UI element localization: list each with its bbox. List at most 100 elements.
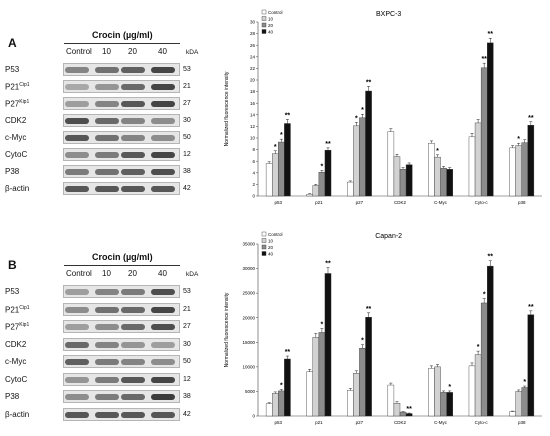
blot-row: P27Kip1 27 <box>0 97 215 111</box>
blot-band <box>95 152 119 158</box>
blot-row: β-actin 42 <box>0 182 215 196</box>
blot-band <box>95 359 119 365</box>
bar <box>393 403 401 417</box>
blot-strip <box>63 63 180 76</box>
bar <box>480 302 488 417</box>
significance-marker: ** <box>366 306 372 313</box>
blot-band <box>65 186 89 192</box>
x-tick-label: Cyto-c <box>475 200 489 205</box>
legend-swatch <box>261 22 267 28</box>
y-tick-label: 14 <box>250 112 256 117</box>
legend-label: 20 <box>268 23 274 28</box>
protein-label: c-Myc <box>5 133 26 142</box>
significance-marker: * <box>361 338 364 345</box>
blot-band <box>121 101 145 107</box>
blot-band <box>65 376 89 383</box>
blot-band <box>95 324 119 330</box>
protein-superscript: Kip1 <box>19 322 30 328</box>
blot-row: c-Myc 50 <box>0 131 215 145</box>
x-tick-label: p21 <box>315 420 323 425</box>
blot-band <box>65 306 89 313</box>
blot-band <box>95 186 119 192</box>
protein-label: CytoC <box>5 150 27 159</box>
molecular-weight: 53 <box>183 66 191 73</box>
protein-label: P38 <box>5 392 19 401</box>
blot-band <box>151 152 175 158</box>
y-tick-label: 0 <box>252 414 255 419</box>
y-tick-label: 20000 <box>242 315 255 320</box>
blot-row: CytoC 12 <box>0 148 215 162</box>
bar <box>318 332 326 417</box>
blot-row: CytoC 12 <box>0 372 215 387</box>
bar <box>527 125 535 197</box>
x-tick-label: p21 <box>315 200 323 205</box>
protein-name: P27 <box>5 99 20 109</box>
bar <box>324 273 332 417</box>
legend-swatch <box>261 16 267 21</box>
y-axis-label: Normalized fluorescence intensity <box>224 292 230 367</box>
molecular-weight: 30 <box>183 117 191 124</box>
blot-band <box>151 84 175 90</box>
condition-label: 20 <box>128 47 137 56</box>
legend-swatch <box>261 29 267 34</box>
blot-band <box>151 376 175 383</box>
blot-band <box>121 376 145 383</box>
molecular-weight: 21 <box>183 305 191 313</box>
bar <box>474 122 482 197</box>
bar <box>440 392 447 417</box>
blot-band <box>121 152 145 158</box>
blot-band <box>121 67 145 73</box>
significance-marker: ** <box>325 261 331 268</box>
blot-band <box>95 101 119 107</box>
y-tick-label: 12 <box>250 124 256 129</box>
bar <box>318 172 326 197</box>
bar <box>393 156 401 197</box>
protein-name: β-actin <box>5 184 30 193</box>
treatment-bracket <box>64 265 180 266</box>
blot-band <box>121 118 145 124</box>
bar <box>306 371 313 417</box>
molecular-weight: 50 <box>183 358 191 365</box>
western-blot-panel-a: A Crocin (µg/ml) Control 10 20 40 kDA P53 53 P21C… <box>0 30 215 200</box>
western-blot-panel-b: B Crocin (µg/ml) Control 10 20 40 kDA P53 53 P21C… <box>0 252 215 427</box>
legend-label: 40 <box>268 251 274 256</box>
x-tick-label: CDK2 <box>394 420 407 425</box>
condition-label: 10 <box>102 47 111 56</box>
blot-row: β-actin 42 <box>0 407 215 422</box>
blot-row: c-Myc 50 <box>0 355 215 369</box>
blot-band <box>65 101 89 107</box>
significance-marker: * <box>436 148 439 155</box>
blot-band <box>151 101 175 107</box>
bar <box>399 411 407 417</box>
protein-name: c-Myc <box>5 357 27 366</box>
y-tick-label: 22 <box>250 66 256 71</box>
y-tick-label: 6 <box>252 159 255 164</box>
x-tick-label: p53 <box>275 200 283 205</box>
blot-strip <box>63 131 180 144</box>
bar <box>405 413 413 417</box>
significance-marker: * <box>448 384 451 391</box>
bar <box>521 142 529 197</box>
x-tick-label: C-Myc <box>434 420 448 425</box>
treatment-title: Crocin (µg/ml) <box>92 30 153 40</box>
blot-band <box>151 289 175 295</box>
bar <box>440 167 447 197</box>
blot-strip <box>63 390 180 403</box>
significance-marker: ** <box>325 141 331 148</box>
y-tick-label: 0 <box>252 194 255 199</box>
bar <box>468 365 476 417</box>
bar <box>278 390 285 417</box>
bar <box>265 163 273 197</box>
blot-band <box>65 359 89 365</box>
protein-name: c-Myc <box>5 133 27 142</box>
bar <box>521 387 529 417</box>
blot-band <box>151 169 175 175</box>
legend-swatch <box>261 231 267 237</box>
legend-swatch <box>261 9 267 15</box>
blot-band <box>65 411 89 418</box>
significance-marker: * <box>483 292 486 299</box>
condition-label: Control <box>66 47 92 56</box>
bar <box>509 147 516 197</box>
blot-band <box>65 289 89 295</box>
significance-marker: ** <box>481 56 487 63</box>
